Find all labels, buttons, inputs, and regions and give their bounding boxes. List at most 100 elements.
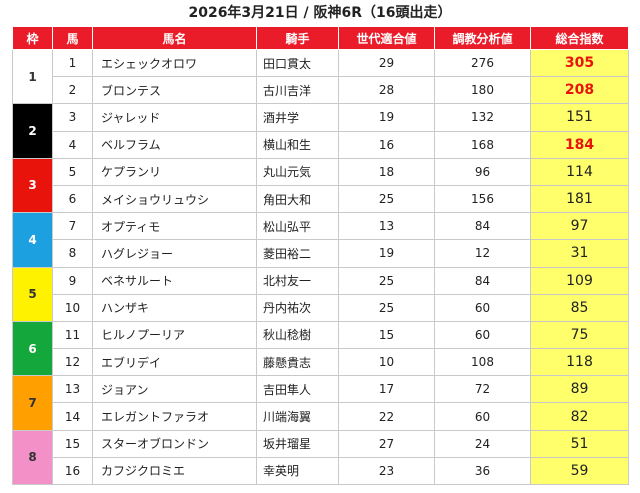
sedai-cell: 29 <box>338 48 435 78</box>
total-cell: 51 <box>530 429 629 458</box>
horse-name-cell: オプティモ <box>92 212 257 241</box>
waku-cell: 6 <box>12 320 53 377</box>
uma-cell: 1 <box>52 48 93 78</box>
header-waku: 枠 <box>12 26 53 50</box>
header-chokyo: 調教分析値 <box>434 26 531 50</box>
chokyo-cell: 108 <box>434 348 531 377</box>
chokyo-cell: 168 <box>434 130 531 159</box>
jockey-cell: 丹内祐次 <box>256 293 339 322</box>
race-table: 枠 馬 馬名 騎手 世代適合値 調教分析値 総合指数 1 1 エシェックオロワ … <box>12 26 629 486</box>
uma-cell: 15 <box>52 429 93 458</box>
horse-name-cell: ハグレジョー <box>92 239 257 268</box>
header-uma: 馬 <box>52 26 93 50</box>
sedai-cell: 25 <box>338 184 435 214</box>
sedai-cell: 22 <box>338 402 435 431</box>
table-row: 12 エブリデイ 藤懸貴志 10 108 118 <box>13 348 629 377</box>
jockey-cell: 横山和生 <box>256 130 339 159</box>
sedai-cell: 25 <box>338 266 435 295</box>
horse-name-cell: カフジクロミエ <box>92 456 257 486</box>
chokyo-cell: 24 <box>434 429 531 458</box>
sedai-cell: 16 <box>338 130 435 159</box>
page-title: 2026年3月21日 / 阪神6R（16頭出走） <box>188 5 452 21</box>
header-horse-name: 馬名 <box>92 26 257 50</box>
chokyo-cell: 72 <box>434 375 531 404</box>
table-row: 2 ブロンテス 古川吉洋 28 180 208 <box>13 76 629 105</box>
table-row: 4 7 オプティモ 松山弘平 13 84 97 <box>12 212 629 268</box>
chokyo-cell: 84 <box>434 212 531 241</box>
horse-name-cell: エシェックオロワ <box>92 48 257 78</box>
table-row: 3 5 ケプランリ 丸山元気 18 96 114 <box>12 157 629 214</box>
jockey-cell: 北村友一 <box>256 266 339 295</box>
uma-cell: 16 <box>52 456 93 486</box>
total-cell: 82 <box>530 402 629 431</box>
total-cell: 97 <box>530 212 629 241</box>
chokyo-cell: 60 <box>434 293 531 322</box>
jockey-cell: 川端海翼 <box>256 402 339 431</box>
jockey-cell: 菱田裕二 <box>256 239 339 268</box>
horse-name-cell: ケプランリ <box>92 157 257 186</box>
uma-cell: 6 <box>52 184 93 214</box>
horse-name-cell: メイショウリュウシ <box>92 184 257 214</box>
horse-name-cell: ヒルノプーリア <box>92 320 257 350</box>
uma-cell: 12 <box>52 348 93 377</box>
total-cell: 109 <box>530 266 629 295</box>
chokyo-cell: 96 <box>434 157 531 186</box>
sedai-cell: 13 <box>338 212 435 241</box>
header-total: 総合指数 <box>530 26 629 50</box>
jockey-cell: 松山弘平 <box>256 212 339 241</box>
table-row: 2 3 ジャレッド 酒井学 19 132 151 <box>12 103 629 159</box>
table-row: 4 ベルフラム 横山和生 16 168 184 <box>13 130 629 159</box>
sedai-cell: 18 <box>338 157 435 186</box>
total-cell: 184 <box>530 130 629 159</box>
sedai-cell: 27 <box>338 429 435 458</box>
header-jockey: 騎手 <box>256 26 339 50</box>
waku-cell: 3 <box>12 157 53 214</box>
total-cell: 305 <box>530 48 629 78</box>
header-sedai: 世代適合値 <box>338 26 435 50</box>
waku-cell: 1 <box>12 48 53 105</box>
uma-cell: 9 <box>52 266 93 295</box>
uma-cell: 2 <box>52 76 93 105</box>
uma-cell: 4 <box>52 130 93 159</box>
horse-name-cell: ジョアン <box>92 375 257 404</box>
total-cell: 114 <box>530 157 629 186</box>
chokyo-cell: 180 <box>434 76 531 105</box>
total-cell: 59 <box>530 456 629 486</box>
header-row: 枠 馬 馬名 騎手 世代適合値 調教分析値 総合指数 <box>12 26 629 50</box>
uma-cell: 13 <box>52 375 93 404</box>
chokyo-cell: 36 <box>434 456 531 486</box>
horse-name-cell: スターオブロンドン <box>92 429 257 458</box>
chokyo-cell: 276 <box>434 48 531 78</box>
horse-name-cell: エブリデイ <box>92 348 257 377</box>
chokyo-cell: 132 <box>434 103 531 132</box>
total-cell: 85 <box>530 293 629 322</box>
waku-cell: 8 <box>12 429 53 486</box>
uma-cell: 3 <box>52 103 93 132</box>
jockey-cell: 秋山稔樹 <box>256 320 339 350</box>
table-row: 16 カフジクロミエ 幸英明 23 36 59 <box>13 456 629 486</box>
waku-cell: 2 <box>12 103 53 159</box>
total-cell: 208 <box>530 76 629 105</box>
chokyo-cell: 156 <box>434 184 531 214</box>
horse-name-cell: ベルフラム <box>92 130 257 159</box>
jockey-cell: 幸英明 <box>256 456 339 486</box>
chokyo-cell: 60 <box>434 320 531 350</box>
total-cell: 75 <box>530 320 629 350</box>
table-row: 8 ハグレジョー 菱田裕二 19 12 31 <box>13 239 629 268</box>
table-row: 6 メイショウリュウシ 角田大和 25 156 181 <box>13 184 629 214</box>
horse-name-cell: エレガントファラオ <box>92 402 257 431</box>
table-row: 14 エレガントファラオ 川端海翼 22 60 82 <box>13 402 629 431</box>
total-cell: 151 <box>530 103 629 132</box>
total-cell: 89 <box>530 375 629 404</box>
horse-name-cell: ハンザキ <box>92 293 257 322</box>
chokyo-cell: 12 <box>434 239 531 268</box>
uma-cell: 5 <box>52 157 93 186</box>
jockey-cell: 藤懸貴志 <box>256 348 339 377</box>
uma-cell: 11 <box>52 320 93 350</box>
horse-name-cell: ベネサルート <box>92 266 257 295</box>
sedai-cell: 19 <box>338 239 435 268</box>
jockey-cell: 古川吉洋 <box>256 76 339 105</box>
table-row: 1 1 エシェックオロワ 田口貫太 29 276 305 <box>12 48 629 105</box>
total-cell: 118 <box>530 348 629 377</box>
total-cell: 31 <box>530 239 629 268</box>
